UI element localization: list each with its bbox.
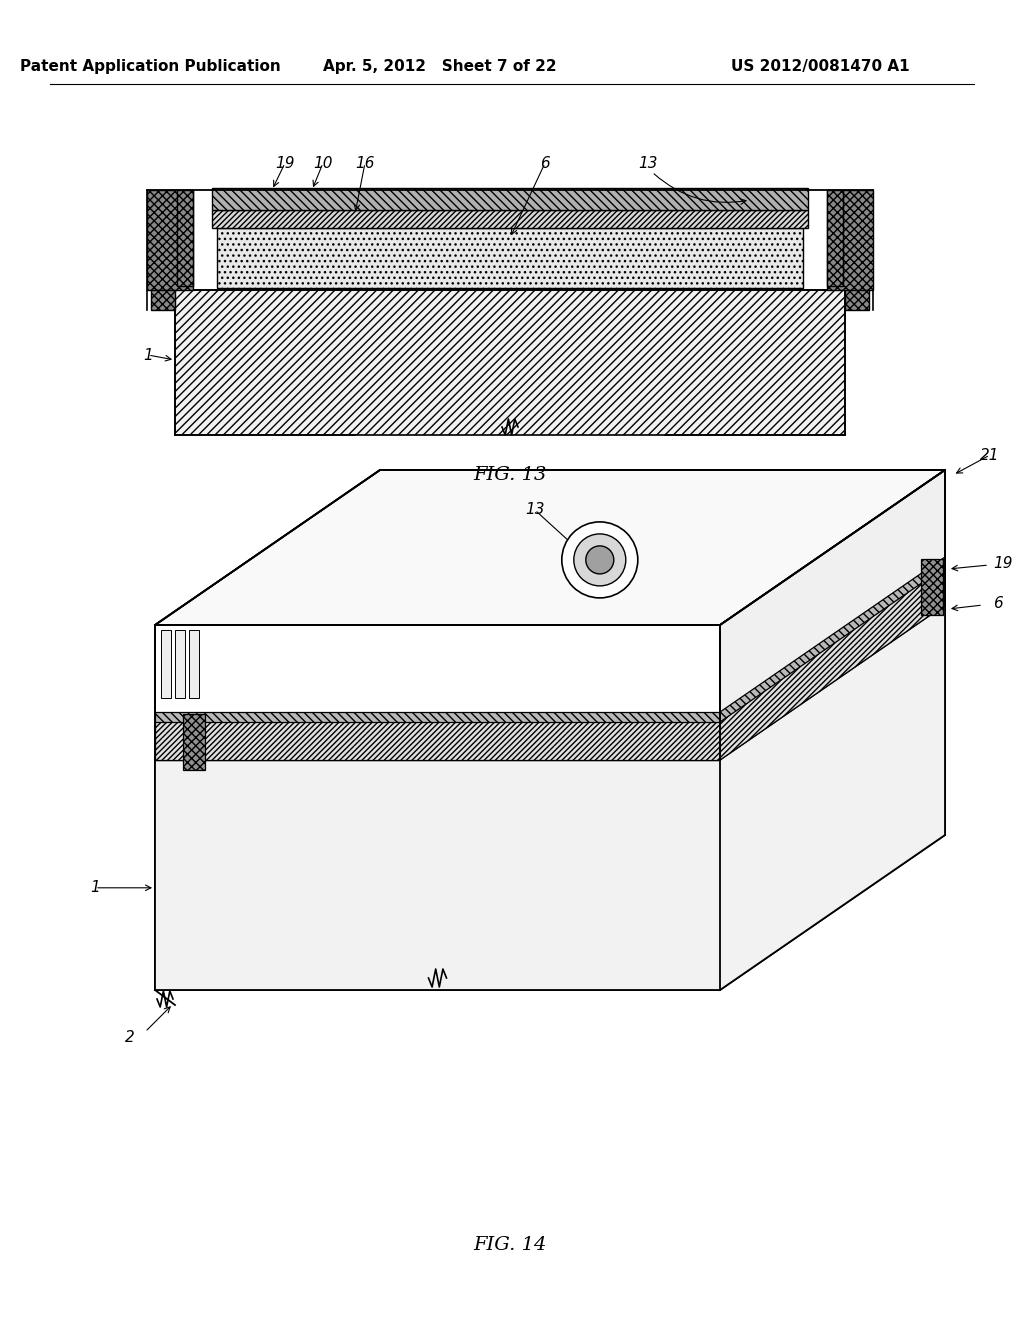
Text: Patent Application Publication: Patent Application Publication <box>19 59 281 74</box>
Text: 16: 16 <box>355 156 375 170</box>
Polygon shape <box>155 760 720 990</box>
Bar <box>151 290 175 310</box>
Text: 19: 19 <box>993 556 1013 570</box>
Text: 6: 6 <box>993 595 1002 610</box>
Bar <box>217 228 803 288</box>
Bar <box>827 190 843 286</box>
Bar <box>212 210 808 228</box>
Text: 1: 1 <box>90 880 100 895</box>
Text: US 2012/0081470 A1: US 2012/0081470 A1 <box>731 59 909 74</box>
Text: 21: 21 <box>980 447 999 462</box>
Polygon shape <box>720 605 945 990</box>
Circle shape <box>586 546 613 574</box>
Bar <box>212 187 808 210</box>
Polygon shape <box>155 470 945 624</box>
Text: 2: 2 <box>125 1031 135 1045</box>
Text: FIG. 13: FIG. 13 <box>473 466 547 484</box>
Bar <box>189 630 199 698</box>
Bar <box>175 630 185 698</box>
Text: Apr. 5, 2012   Sheet 7 of 22: Apr. 5, 2012 Sheet 7 of 22 <box>324 59 557 74</box>
Bar <box>147 190 193 290</box>
Polygon shape <box>155 719 720 760</box>
Text: 13: 13 <box>638 156 657 170</box>
Polygon shape <box>155 624 720 990</box>
Bar <box>827 190 873 290</box>
Polygon shape <box>720 470 945 990</box>
Bar <box>175 290 845 436</box>
Polygon shape <box>720 565 945 760</box>
Circle shape <box>562 521 638 598</box>
Bar <box>183 714 205 770</box>
Text: 6: 6 <box>540 156 550 170</box>
Polygon shape <box>155 711 720 722</box>
Text: FIG. 14: FIG. 14 <box>473 1236 547 1254</box>
Circle shape <box>573 533 626 586</box>
Text: 19: 19 <box>275 156 295 170</box>
Text: 1: 1 <box>143 347 153 363</box>
Bar <box>845 290 869 310</box>
Text: 13: 13 <box>525 503 545 517</box>
Text: 10: 10 <box>313 156 333 170</box>
Polygon shape <box>720 557 945 722</box>
Bar <box>177 190 193 286</box>
Bar <box>161 630 171 698</box>
Bar <box>921 558 943 615</box>
